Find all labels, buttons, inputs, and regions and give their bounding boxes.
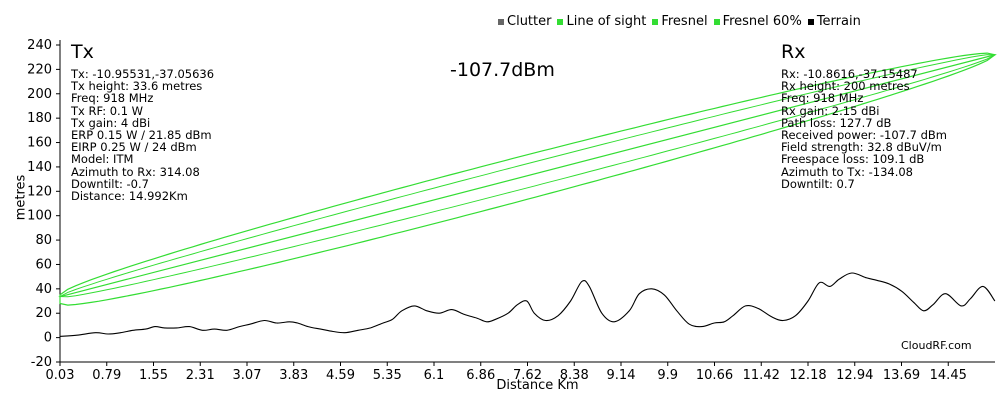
legend-item: Clutter: [498, 14, 551, 29]
rx-info-line: Rx height: 200 metres: [781, 79, 910, 94]
legend-swatch: [498, 18, 504, 25]
rx-info-line: Downtilt: 0.7: [781, 176, 855, 191]
line-of-sight-line: [59, 54, 996, 298]
rx-info-line: Rx gain: 2.15 dBi: [781, 103, 880, 118]
x-tick-label: 10.66: [696, 368, 733, 383]
tx-title: Tx: [71, 41, 94, 63]
tx-info-line: ERP 0.15 W / 21.85 dBm: [71, 128, 212, 143]
tx-info-line: Model: ITM: [71, 152, 134, 167]
x-tick-label: 7.62: [513, 368, 542, 383]
fresnel-zone: [59, 52, 997, 306]
legend-label: Clutter: [507, 14, 552, 29]
rx-info-line: Azimuth to Tx: -134.08: [781, 164, 913, 179]
y-tick-label: 80: [35, 233, 52, 248]
x-tick-label: 14.45: [930, 368, 967, 383]
y-tick-label: 40: [35, 282, 52, 297]
x-tick-label: 9.9: [657, 368, 678, 383]
y-tick-label: 100: [27, 209, 52, 224]
legend-swatch: [807, 18, 814, 25]
x-tick-label: 8.38: [560, 368, 589, 383]
y-tick-label: 220: [27, 62, 52, 77]
tx-info-line: Downtilt: -0.7: [71, 176, 149, 191]
y-axis-label: metres: [13, 174, 29, 221]
x-tick-label: 0.79: [92, 368, 121, 383]
tx-info-line: Azimuth to Rx: 314.08: [71, 164, 200, 179]
tx-info-line: Distance: 14.992Km: [71, 189, 188, 204]
legend-item: Fresnel 60%: [713, 14, 802, 29]
y-tick-label: 20: [35, 306, 52, 321]
tx-info-line: EIRP 0.25 W / 24 dBm: [71, 140, 197, 155]
rx-info-line: Field strength: 32.8 dBuV/m: [781, 140, 942, 155]
x-tick-label: 3.07: [233, 368, 262, 383]
y-tick-label: 160: [27, 136, 52, 151]
rx-info-panel: Rx Rx: -10.8616,-37.15487 Rx height: 200 …: [781, 40, 947, 190]
y-tick-label: 140: [27, 160, 52, 175]
y-tick-label: 60: [35, 257, 52, 272]
chart-legend: Clutter Line of sight Fresnel Fresnel 60% Te…: [498, 14, 867, 29]
x-axis-label: Distance Km: [496, 378, 578, 393]
legend-swatch: [557, 18, 564, 25]
x-tick-label: 0.03: [46, 368, 75, 383]
x-tick-label: 6.86: [466, 368, 495, 383]
legend-item: Line of sight: [557, 14, 646, 29]
x-tick-label: 2.31: [186, 368, 215, 383]
legend-label: Terrain: [816, 14, 861, 29]
legend-label: Fresnel: [661, 14, 708, 29]
x-tick-label: 12.94: [836, 368, 873, 383]
x-tick-label: 1.55: [139, 368, 168, 383]
y-tick-label: 0: [44, 331, 52, 346]
rx-title: Rx: [781, 41, 806, 63]
legend-swatch: [652, 18, 659, 25]
x-tick-label: 6.1: [424, 368, 445, 383]
y-tick-label: 240: [27, 38, 52, 53]
legend-item: Terrain: [807, 14, 861, 29]
x-tick-label: 13.69: [883, 368, 920, 383]
tx-info-line: Tx: -10.95531,-37.05636: [71, 67, 215, 81]
y-tick-label: 180: [27, 111, 52, 126]
legend-label: Fresnel 60%: [722, 14, 802, 29]
rx-info-line: Received power: -107.7 dBm: [781, 128, 947, 143]
x-tick-label: 11.42: [743, 368, 780, 383]
rx-info-line: Rx: -10.8616,-37.15487: [781, 67, 918, 81]
rx-info-line: Freespace loss: 109.1 dB: [781, 152, 925, 167]
legend-swatch: [713, 18, 720, 25]
tx-info-line: Tx height: 33.6 metres: [71, 79, 203, 94]
x-tick-label: 4.59: [326, 368, 355, 383]
fresnel-60-zone: [58, 54, 997, 298]
rx-info-line: Path loss: 127.7 dB: [781, 115, 892, 130]
y-tick-label: 200: [27, 87, 52, 102]
x-tick-label: 12.18: [789, 368, 826, 383]
received-power-label: -107.7dBm: [450, 59, 555, 81]
y-tick-label: 120: [27, 184, 52, 199]
tx-info-panel: Tx Tx: -10.95531,-37.05636 Tx height: 33.…: [71, 40, 214, 202]
rx-info-line: Freq: 918 MHz: [781, 91, 864, 106]
tx-info-line: Freq: 918 MHz: [71, 91, 154, 106]
brand-watermark: CloudRF.com: [901, 339, 972, 352]
tx-info-line: Tx RF: 0.1 W: [71, 103, 144, 118]
x-tick-label: 3.83: [279, 368, 308, 383]
y-tick-label: -20: [31, 355, 52, 370]
x-tick-label: 5.35: [373, 368, 402, 383]
legend-item: Fresnel: [652, 14, 708, 29]
terrain-line: [59, 272, 996, 337]
legend-label: Line of sight: [566, 14, 647, 29]
tx-info-line: Tx gain: 4 dBi: [71, 115, 151, 130]
x-tick-label: 9.14: [607, 368, 636, 383]
